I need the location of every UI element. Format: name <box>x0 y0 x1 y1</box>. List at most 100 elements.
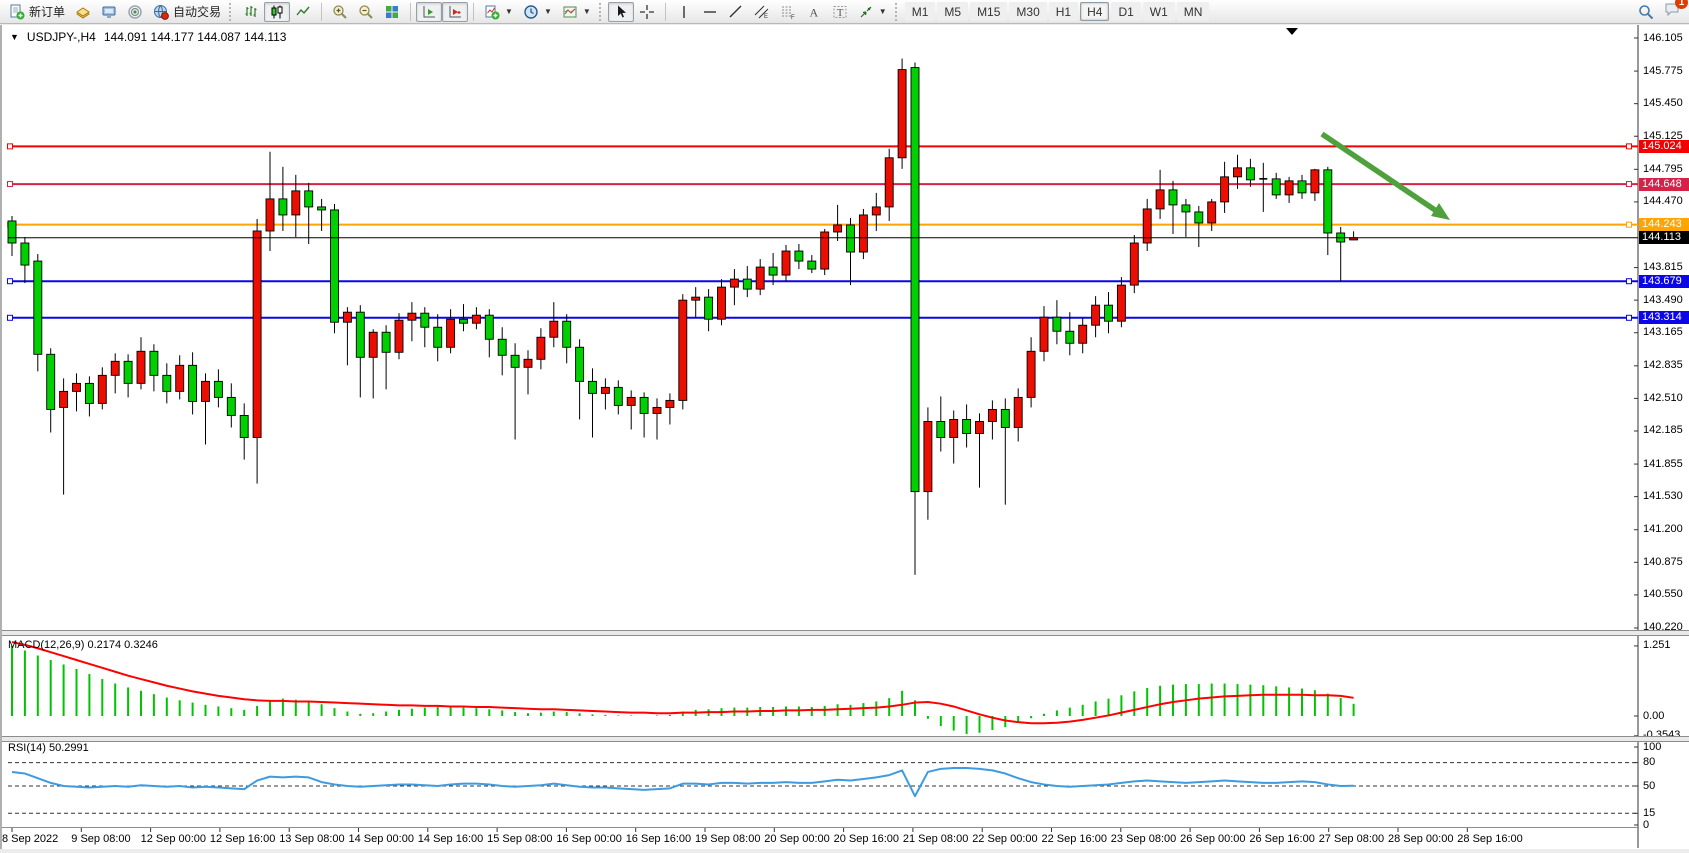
candle <box>652 406 662 414</box>
text-icon: A <box>809 5 818 19</box>
toolbar-grip <box>598 2 605 21</box>
rsi-line <box>11 767 1354 798</box>
hline-anchor[interactable] <box>1626 278 1632 285</box>
cursor-button[interactable] <box>607 1 634 22</box>
auto-scroll-button[interactable] <box>416 1 443 22</box>
candle <box>459 318 468 324</box>
candle <box>678 299 688 401</box>
candle <box>1233 167 1242 178</box>
chart-title-collapse-icon[interactable]: ▼ <box>10 32 19 42</box>
timeframe-group: M1 M5 M15 M30 H1 H4 D1 W1 MN <box>904 2 1211 21</box>
hline-anchor[interactable] <box>1626 221 1632 228</box>
notifications-button[interactable]: 1 <box>1664 0 1688 22</box>
hline-anchor[interactable] <box>1626 314 1632 321</box>
candle <box>188 364 198 402</box>
macd-indicator-label: MACD(12,26,9) 0.2174 0.3246 <box>8 639 158 651</box>
candle <box>278 198 288 216</box>
candle <box>123 360 133 384</box>
zoom-in-button[interactable] <box>327 2 353 22</box>
text-label-button[interactable]: T <box>827 2 853 22</box>
hline-anchor[interactable] <box>7 278 13 285</box>
indicators-button[interactable]: ▼ <box>479 2 518 22</box>
candle <box>110 360 120 376</box>
candle <box>1207 201 1217 224</box>
candle <box>536 336 546 360</box>
hline-anchor[interactable] <box>1626 181 1632 188</box>
new-order-button[interactable]: 新订单 <box>4 2 70 22</box>
templates-button[interactable]: ▼ <box>557 2 596 22</box>
candle <box>704 296 714 320</box>
candle <box>381 331 391 353</box>
chart-window[interactable] <box>0 25 1689 849</box>
candle <box>1220 176 1230 203</box>
horizontal-line-button[interactable] <box>697 2 723 22</box>
candle <box>949 419 959 438</box>
vertical-line-icon <box>683 5 685 18</box>
pane-splitter-rsi[interactable] <box>2 736 1689 742</box>
autotrading-button[interactable]: 自动交易 <box>148 2 226 22</box>
line-chart-button[interactable] <box>290 2 316 22</box>
timeframe-button-w1[interactable]: W1 <box>1142 2 1175 21</box>
candle <box>1310 169 1320 194</box>
chart-shift-marker-icon[interactable] <box>1286 28 1298 35</box>
candle <box>484 314 494 340</box>
timeframe-button-d1[interactable]: D1 <box>1111 2 1141 21</box>
timeframe-button-h1[interactable]: H1 <box>1048 2 1079 21</box>
timeframe-button-m5[interactable]: M5 <box>937 2 969 21</box>
candle <box>420 312 430 328</box>
search-icon[interactable] <box>1638 4 1654 20</box>
candle <box>600 386 610 394</box>
bar-chart-button[interactable] <box>238 2 264 22</box>
autotrading-icon <box>154 4 169 20</box>
strategy-tester-button[interactable] <box>122 2 148 22</box>
vertical-line-button[interactable] <box>671 2 697 22</box>
timeframe-button-m1[interactable]: M1 <box>904 2 936 21</box>
arrows-tool-button[interactable]: ▼ <box>853 2 892 22</box>
zoom-out-button[interactable] <box>353 2 379 22</box>
toolbar-grip <box>894 2 901 21</box>
chart-title: ▼ USDJPY-,H4 144.091 144.177 144.087 144… <box>10 30 286 44</box>
candle <box>910 67 920 493</box>
text-button[interactable]: A <box>801 2 827 22</box>
candle <box>871 206 881 216</box>
hline-anchor[interactable] <box>7 181 13 188</box>
hline-anchor[interactable] <box>1626 143 1632 150</box>
candle <box>226 396 236 416</box>
timeframe-button-m30[interactable]: M30 <box>1009 2 1047 21</box>
indicators-add-icon <box>485 5 500 19</box>
chart-shift-button[interactable] <box>442 1 469 22</box>
dropdown-caret: ▼ <box>505 7 513 16</box>
hline-anchor[interactable] <box>7 314 13 321</box>
candle <box>7 220 17 244</box>
candle <box>755 266 765 290</box>
pane-splitter-macd[interactable] <box>2 630 1689 636</box>
chart-profiles-button[interactable] <box>70 2 96 22</box>
timeframe-button-m15[interactable]: M15 <box>970 2 1008 21</box>
autotrading-label: 自动交易 <box>173 5 222 19</box>
hline-anchor[interactable] <box>7 143 13 150</box>
tile-windows-button[interactable] <box>379 2 405 22</box>
toolbar-grip <box>229 2 235 21</box>
market-watch-button[interactable] <box>96 2 122 22</box>
trend-arrow-line[interactable] <box>1320 131 1437 213</box>
timeframe-button-mn[interactable]: MN <box>1176 2 1210 21</box>
candle <box>858 214 868 253</box>
zoom-in-icon <box>333 4 347 19</box>
time-axis[interactable] <box>0 828 1639 853</box>
price-axis[interactable] <box>1639 25 1689 827</box>
dropdown-caret: ▼ <box>543 7 552 16</box>
candlestick-chart-button[interactable] <box>264 1 291 22</box>
rsi-indicator-label: RSI(14) 50.2991 <box>8 742 89 754</box>
crosshair-button[interactable] <box>634 2 660 22</box>
candle <box>717 286 726 320</box>
trendline-button[interactable] <box>723 2 749 22</box>
periods-button[interactable]: ▼ <box>518 2 557 22</box>
trend-arrow-head[interactable] <box>1431 203 1450 220</box>
candle <box>510 354 520 368</box>
fibonacci-button[interactable]: F <box>775 2 801 22</box>
equidistant-channel-button[interactable]: E <box>749 2 775 22</box>
timeframe-button-h4[interactable]: H4 <box>1080 2 1110 21</box>
toolbar-separator <box>410 2 412 21</box>
fibonacci-icon: F <box>781 6 795 20</box>
